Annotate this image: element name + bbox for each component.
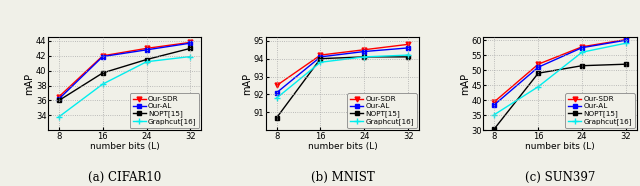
Y-axis label: mAP: mAP [24,73,35,95]
Y-axis label: mAP: mAP [460,73,470,95]
Y-axis label: mAP: mAP [243,73,252,95]
Text: (a) CIFAR10: (a) CIFAR10 [88,171,161,184]
Legend: Our-SDR, Our-AL, NOPT[15], Graphcut[16]: Our-SDR, Our-AL, NOPT[15], Graphcut[16] [565,93,635,128]
Legend: Our-SDR, Our-AL, NOPT[15], Graphcut[16]: Our-SDR, Our-AL, NOPT[15], Graphcut[16] [130,93,199,128]
X-axis label: number bits (L): number bits (L) [308,142,377,151]
X-axis label: number bits (L): number bits (L) [525,142,595,151]
Text: (b) MNIST: (b) MNIST [310,171,374,184]
Legend: Our-SDR, Our-AL, NOPT[15], Graphcut[16]: Our-SDR, Our-AL, NOPT[15], Graphcut[16] [348,93,417,128]
Text: (c) SUN397: (c) SUN397 [525,171,595,184]
X-axis label: number bits (L): number bits (L) [90,142,159,151]
